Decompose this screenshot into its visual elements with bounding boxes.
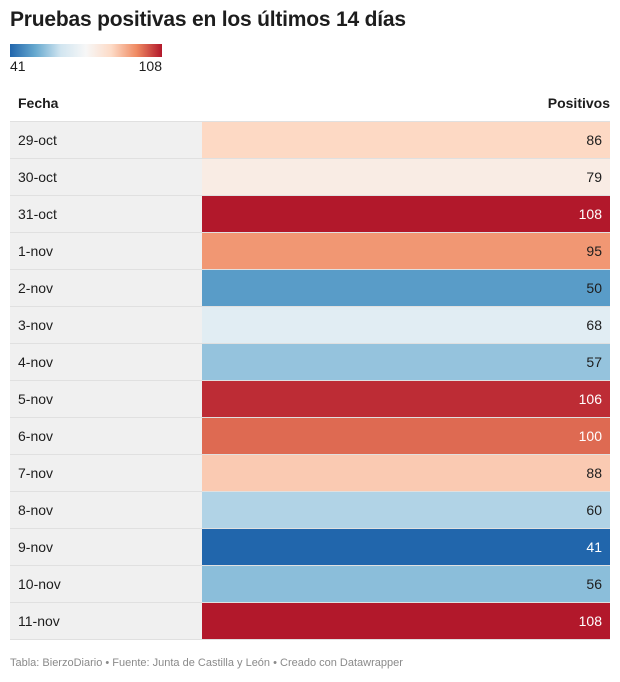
value-cell: 41	[202, 529, 610, 565]
table-row: 6-nov 100	[10, 418, 610, 455]
table-row: 3-nov 68	[10, 307, 610, 344]
value-cell: 60	[202, 492, 610, 528]
table-row: 5-nov 106	[10, 381, 610, 418]
date-cell: 9-nov	[10, 529, 202, 565]
date-cell: 5-nov	[10, 381, 202, 417]
date-cell: 2-nov	[10, 270, 202, 306]
table-row: 4-nov 57	[10, 344, 610, 381]
value-cell: 100	[202, 418, 610, 454]
table-row: 10-nov 56	[10, 566, 610, 603]
value-cell: 106	[202, 381, 610, 417]
column-header-fecha[interactable]: Fecha	[18, 95, 59, 111]
value-cell: 108	[202, 196, 610, 232]
date-cell: 3-nov	[10, 307, 202, 343]
table-row: 8-nov 60	[10, 492, 610, 529]
table-row: 7-nov 88	[10, 455, 610, 492]
legend-min-label: 41	[10, 58, 26, 74]
table-row: 2-nov 50	[10, 270, 610, 307]
legend-gradient	[10, 44, 162, 57]
date-cell: 30-oct	[10, 159, 202, 195]
table-row: 30-oct 79	[10, 159, 610, 196]
date-cell: 6-nov	[10, 418, 202, 454]
footer-credits: Tabla: BierzoDiario • Fuente: Junta de C…	[10, 657, 403, 669]
table-header: Fecha Positivos	[10, 95, 610, 113]
value-cell: 88	[202, 455, 610, 491]
value-cell: 57	[202, 344, 610, 380]
date-cell: 1-nov	[10, 233, 202, 269]
date-cell: 31-oct	[10, 196, 202, 232]
value-cell: 79	[202, 159, 610, 195]
date-cell: 4-nov	[10, 344, 202, 380]
color-legend: 41 108	[10, 44, 162, 74]
value-cell: 68	[202, 307, 610, 343]
value-cell: 56	[202, 566, 610, 602]
data-table: 29-oct 86 30-oct 79 31-oct 108 1-nov 95 2-nov 50 3…	[10, 121, 610, 640]
value-cell: 50	[202, 270, 610, 306]
value-cell: 86	[202, 122, 610, 158]
table-row: 9-nov 41	[10, 529, 610, 566]
date-cell: 10-nov	[10, 566, 202, 602]
value-cell: 95	[202, 233, 610, 269]
table-row: 31-oct 108	[10, 196, 610, 233]
date-cell: 29-oct	[10, 122, 202, 158]
table-row: 11-nov 108	[10, 603, 610, 640]
date-cell: 11-nov	[10, 603, 202, 639]
table-row: 29-oct 86	[10, 122, 610, 159]
legend-max-label: 108	[138, 58, 162, 74]
column-header-positivos[interactable]: Positivos	[547, 95, 610, 111]
table-row: 1-nov 95	[10, 233, 610, 270]
value-cell: 108	[202, 603, 610, 639]
date-cell: 8-nov	[10, 492, 202, 528]
date-cell: 7-nov	[10, 455, 202, 491]
chart-title: Pruebas positivas en los últimos 14 días	[10, 8, 406, 31]
